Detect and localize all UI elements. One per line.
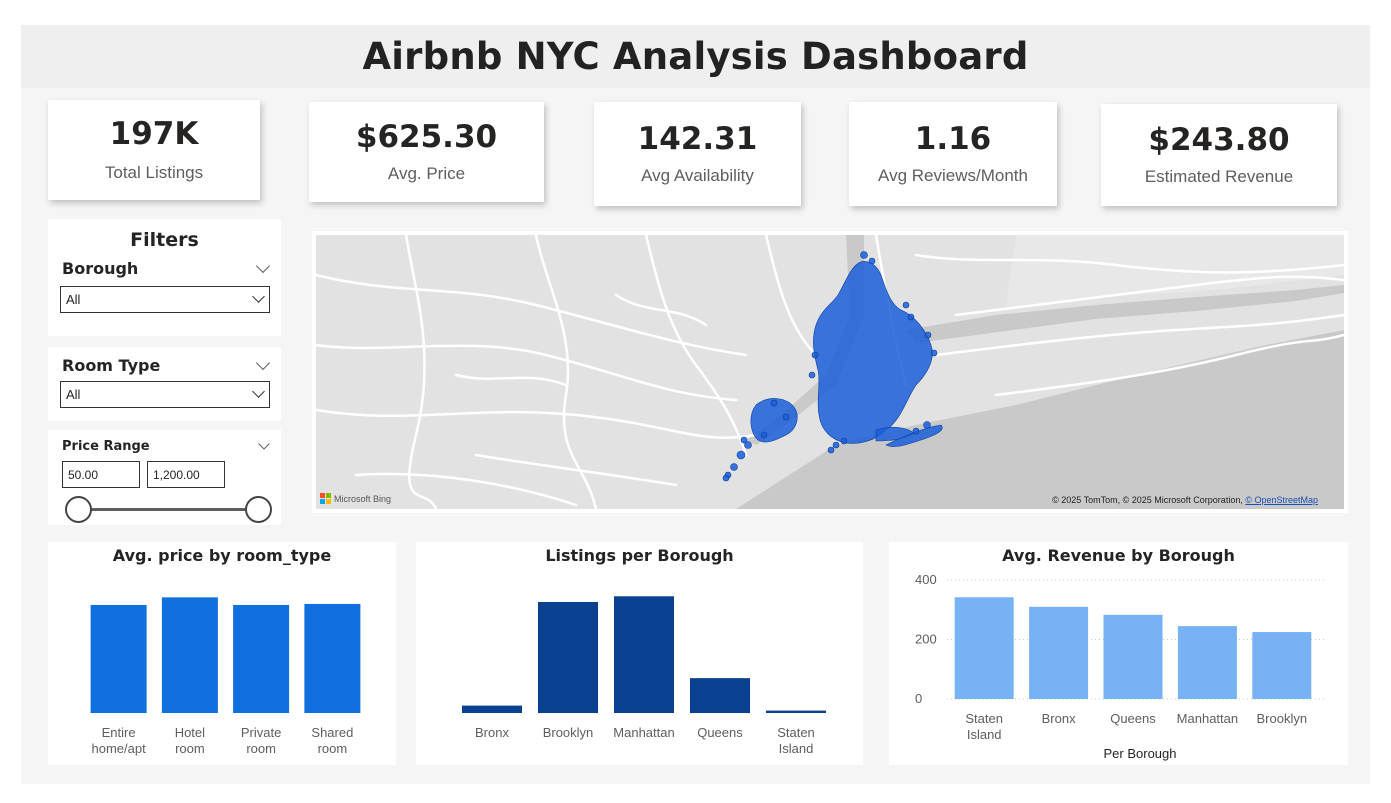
borough-label: Borough <box>62 259 139 278</box>
x-tick-label: Manhattan <box>613 725 674 740</box>
bar-manhattan[interactable] <box>1177 626 1237 699</box>
chart-listings-per-borough: Listings per Borough Bronx Brooklyn Manhat… <box>416 542 863 765</box>
price-range-label: Price Range <box>62 439 150 454</box>
y-tick-label: 200 <box>915 632 937 647</box>
y-tick-label: 0 <box>915 691 922 706</box>
room-type-dropdown[interactable]: All <box>60 381 270 408</box>
price-range-inputs <box>62 461 281 488</box>
kpi-card-estimated-revenue: $243.80 Estimated Revenue <box>1101 104 1337 206</box>
chevron-down-icon <box>252 290 265 303</box>
chevron-down-icon[interactable] <box>255 355 271 370</box>
x-tick-label: Staten Island <box>777 725 815 756</box>
listing-points[interactable] <box>722 251 943 482</box>
bar-brooklyn[interactable] <box>538 601 598 713</box>
kpi-value: $625.30 <box>355 118 498 155</box>
price-range-header: Price Range <box>48 437 281 454</box>
x-tick-label: Manhattan <box>1177 711 1238 726</box>
price-slider-track[interactable] <box>78 508 258 511</box>
bar-staten-island[interactable] <box>954 597 1014 699</box>
chart-title: Avg. price by room_type <box>112 546 332 565</box>
x-tick-label: Queens <box>697 725 743 740</box>
x-tick-label: Entire home/apt <box>92 725 147 756</box>
map-provider: Microsoft Bing <box>334 493 392 504</box>
kpi-card-avg-availability: 142.31 Avg Availability <box>594 102 801 206</box>
ocean-area <box>736 330 1344 509</box>
chevron-down-icon <box>252 385 265 398</box>
road-network <box>316 235 1344 509</box>
filters-title: Filters <box>130 229 199 251</box>
y-tick-label: 400 <box>915 572 937 587</box>
chart-title: Listings per Borough <box>545 546 734 565</box>
kpi-card-avg-reviews: 1.16 Avg Reviews/Month <box>849 102 1057 206</box>
x-tick-label: Staten Island <box>965 711 1003 742</box>
bar-private-room[interactable] <box>233 604 290 713</box>
bar-manhattan[interactable] <box>614 596 674 713</box>
bar-brooklyn[interactable] <box>1252 632 1312 699</box>
chart-avg-revenue-by-borough: Avg. Revenue by Borough 0 200 400 Staten Isl… <box>889 542 1348 765</box>
kpi-label: Estimated Revenue <box>1144 167 1294 187</box>
chart-avg-price-by-room-type: Avg. price by room_type Entire home/apt Ho… <box>48 542 396 765</box>
price-slider-max-handle[interactable] <box>245 496 272 523</box>
chevron-down-icon[interactable] <box>258 437 270 450</box>
kpi-label: Avg Reviews/Month <box>878 166 1028 186</box>
kpi-label: Total Listings <box>104 163 204 183</box>
price-max-input[interactable] <box>147 461 225 488</box>
kpi-card-total-listings: 197K Total Listings <box>48 100 260 200</box>
kpi-label: Avg Availability <box>641 166 754 186</box>
x-tick-label: Queens <box>1110 711 1156 726</box>
bar-queens[interactable] <box>1103 614 1163 699</box>
bar-bronx[interactable] <box>462 705 522 713</box>
kpi-value: $243.80 <box>1148 121 1290 158</box>
borough-dropdown[interactable]: All <box>60 286 270 313</box>
kpi-value: 1.16 <box>914 120 992 157</box>
filters-panel: Filters Borough All <box>48 219 281 336</box>
room-type-selected-value: All <box>66 387 81 402</box>
map-visual[interactable]: Microsoft Bing © 2025 TomTom, © 2025 Mic… <box>312 231 1348 513</box>
chart-plot: 0 200 400 Staten Island Bronx Queens Manhattan B… <box>915 572 1324 761</box>
x-tick-label: Bronx <box>475 725 509 740</box>
x-tick-label: Hotel room <box>175 725 205 756</box>
room-type-label: Room Type <box>62 356 161 375</box>
openstreetmap-link[interactable]: © OpenStreetMap <box>1245 495 1318 505</box>
sound-area <box>906 285 1344 343</box>
bar-shared-room[interactable] <box>304 603 361 713</box>
bar-queens[interactable] <box>690 678 750 713</box>
kpi-value: 142.31 <box>637 120 758 157</box>
price-slider-min-handle[interactable] <box>65 496 92 523</box>
map-attribution: © 2025 TomTom, © 2025 Microsoft Corporat… <box>1052 495 1318 505</box>
x-tick-label: Bronx <box>1042 711 1076 726</box>
chart-plot: Entire home/apt Hotel room Private room Shared… <box>90 597 361 756</box>
price-min-input[interactable] <box>62 461 140 488</box>
price-range-slicer: Price Range <box>48 430 281 525</box>
kpi-label: Avg. Price <box>387 164 466 184</box>
x-tick-label: Brooklyn <box>543 725 594 740</box>
title-bar: Airbnb NYC Analysis Dashboard <box>21 25 1370 88</box>
bar-hotel-room[interactable] <box>161 597 218 713</box>
kpi-card-avg-price: $625.30 Avg. Price <box>309 102 544 202</box>
room-type-slicer: Room Type All <box>48 347 281 421</box>
attribution-text: © 2025 TomTom, © 2025 Microsoft Corporat… <box>1052 495 1246 505</box>
page-title: Airbnb NYC Analysis Dashboard <box>362 35 1029 78</box>
room-type-slicer-header: Room Type <box>48 355 281 375</box>
chevron-down-icon[interactable] <box>255 258 271 273</box>
x-tick-label: Shared room <box>311 725 353 756</box>
map-canvas[interactable] <box>316 235 1344 509</box>
bar-entire-home-apt[interactable] <box>90 604 147 713</box>
bar-staten-island[interactable] <box>766 710 826 713</box>
bar-bronx[interactable] <box>1029 606 1089 699</box>
borough-slicer-header: Borough <box>48 258 281 278</box>
bing-logo: Microsoft Bing <box>320 493 391 504</box>
kpi-value: 197K <box>109 115 199 152</box>
microsoft-logo-icon <box>320 493 331 504</box>
x-axis-title: Per Borough <box>1104 746 1177 761</box>
chart-plot: Bronx Brooklyn Manhattan Queens Staten Island <box>462 596 826 756</box>
borough-selected-value: All <box>66 292 81 307</box>
x-tick-label: Private room <box>241 725 281 756</box>
x-tick-label: Brooklyn <box>1257 711 1308 726</box>
chart-title: Avg. Revenue by Borough <box>1002 546 1235 565</box>
